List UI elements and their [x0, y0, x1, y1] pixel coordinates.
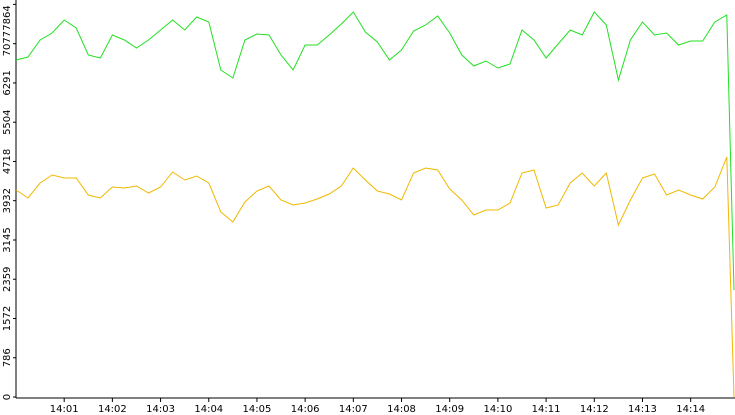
x-tick-label: 14:06 — [291, 404, 320, 415]
x-tick-label: 14:14 — [676, 404, 705, 415]
x-tick-label: 14:05 — [243, 404, 272, 415]
x-tick-label: 14:09 — [435, 404, 464, 415]
y-tick-label: 3145 — [2, 227, 13, 252]
series-line — [15, 156, 735, 398]
x-tick-label: 14:02 — [98, 404, 127, 415]
y-tick-label: 786 — [2, 348, 13, 367]
x-tick-label: 14:12 — [580, 404, 609, 415]
series-line — [15, 11, 735, 291]
x-tick-label: 14:03 — [146, 404, 175, 415]
y-tick-label: 0 — [2, 394, 13, 400]
x-tick-label: 14:01 — [50, 404, 79, 415]
x-tick-label: 14:08 — [387, 404, 416, 415]
x-tick-label: 14:04 — [194, 404, 223, 415]
y-tick-label: 6291 — [2, 70, 13, 95]
y-tick-label: 7864 — [2, 5, 13, 30]
x-tick-label: 14:11 — [532, 404, 561, 415]
x-tick-label: 14:13 — [628, 404, 657, 415]
x-tick-label: 14:07 — [339, 404, 368, 415]
y-tick-label: 1572 — [2, 306, 13, 331]
y-tick-label: 4718 — [2, 149, 13, 174]
y-tick-label: 7077 — [2, 31, 13, 56]
y-tick-label: 5504 — [2, 109, 13, 134]
x-tick-label: 14:10 — [483, 404, 512, 415]
y-tick-label: 2359 — [2, 267, 13, 292]
y-tick-label: 3932 — [2, 188, 13, 213]
